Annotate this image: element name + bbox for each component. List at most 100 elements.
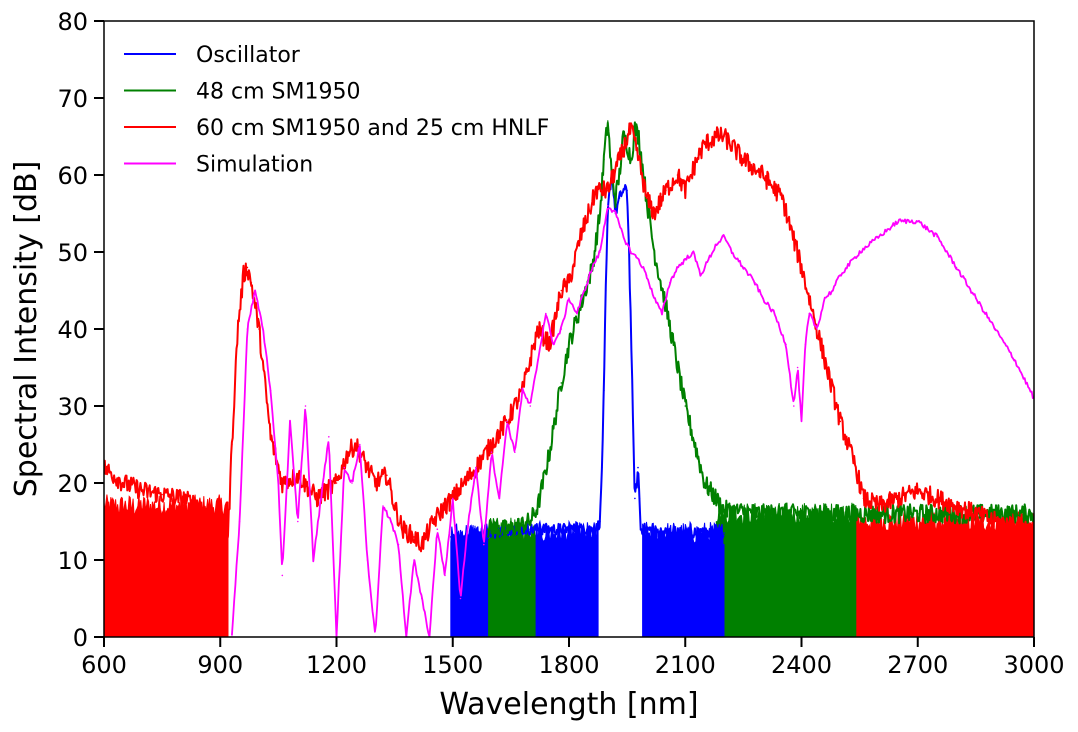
x-tick-label: 1800 bbox=[538, 651, 599, 679]
data-point bbox=[161, 493, 163, 496]
data-point bbox=[459, 597, 462, 600]
data-point bbox=[630, 158, 632, 161]
data-point bbox=[397, 543, 400, 546]
data-point bbox=[568, 343, 570, 346]
data-point bbox=[335, 482, 338, 484]
data-point bbox=[413, 559, 415, 561]
data-point bbox=[486, 528, 489, 530]
data-point bbox=[529, 528, 532, 530]
data-point bbox=[773, 312, 776, 315]
data-point bbox=[568, 282, 570, 284]
data-point bbox=[537, 359, 539, 361]
y-tick-label: 70 bbox=[57, 85, 88, 113]
x-tick-label: 1500 bbox=[422, 651, 483, 679]
x-tick-label: 2100 bbox=[655, 651, 716, 679]
data-point bbox=[800, 513, 803, 515]
data-point bbox=[444, 505, 446, 507]
data-point bbox=[483, 543, 485, 546]
data-point bbox=[936, 235, 938, 238]
data-point bbox=[529, 359, 532, 361]
data-point bbox=[641, 528, 644, 530]
data-point bbox=[529, 520, 532, 523]
data-point bbox=[548, 528, 551, 530]
data-point bbox=[366, 559, 369, 561]
legend-label: 60 cm SM1950 and 25 cm HNLF bbox=[196, 116, 549, 141]
data-point bbox=[452, 497, 454, 500]
series-line-3 bbox=[231, 207, 1034, 637]
data-point bbox=[723, 532, 725, 534]
y-tick-label: 0 bbox=[73, 624, 88, 652]
data-point bbox=[347, 451, 349, 454]
data-point bbox=[878, 513, 880, 515]
series-line-1 bbox=[486, 121, 1034, 539]
data-point bbox=[242, 274, 245, 276]
x-tick-label: 2400 bbox=[771, 651, 832, 679]
y-tick-label: 20 bbox=[57, 470, 88, 498]
data-point bbox=[262, 328, 264, 330]
x-tick-label: 2700 bbox=[887, 651, 948, 679]
data-point bbox=[742, 158, 745, 161]
data-point bbox=[463, 482, 466, 484]
data-point bbox=[490, 451, 493, 454]
data-point bbox=[142, 489, 144, 492]
data-point bbox=[269, 389, 272, 392]
data-point bbox=[796, 366, 799, 369]
data-point bbox=[382, 505, 384, 507]
data-point bbox=[548, 343, 551, 346]
data-point bbox=[878, 505, 880, 507]
data-point bbox=[618, 197, 621, 199]
data-point bbox=[560, 328, 563, 330]
data-point bbox=[684, 258, 687, 261]
x-tick-label: 3000 bbox=[1003, 651, 1064, 679]
data-point bbox=[537, 505, 539, 507]
data-point bbox=[855, 466, 857, 469]
data-point bbox=[696, 158, 698, 161]
data-point bbox=[297, 474, 299, 477]
data-point bbox=[607, 189, 609, 192]
data-point bbox=[785, 343, 787, 346]
data-point bbox=[444, 574, 446, 577]
data-point bbox=[250, 282, 253, 284]
data-point bbox=[622, 189, 625, 192]
data-point bbox=[917, 489, 919, 492]
data-point bbox=[994, 328, 997, 330]
data-point bbox=[645, 197, 648, 199]
data-point bbox=[374, 482, 377, 484]
data-point bbox=[548, 451, 551, 454]
data-point bbox=[723, 509, 725, 511]
data-point bbox=[599, 251, 601, 253]
data-point bbox=[529, 405, 532, 407]
data-point bbox=[386, 474, 388, 477]
data-point bbox=[723, 235, 725, 238]
data-point bbox=[583, 289, 586, 292]
data-point bbox=[897, 220, 900, 222]
data-point bbox=[328, 436, 330, 438]
data-point bbox=[351, 482, 353, 484]
data-point bbox=[599, 212, 601, 215]
data-point bbox=[676, 174, 679, 176]
plot-area bbox=[104, 120, 1034, 637]
data-point bbox=[653, 251, 656, 253]
data-point bbox=[653, 212, 656, 215]
x-tick-label: 600 bbox=[81, 651, 127, 679]
noise-floor-green-right bbox=[715, 502, 857, 637]
data-point bbox=[700, 274, 702, 276]
data-point bbox=[637, 466, 639, 469]
data-point bbox=[122, 482, 125, 484]
data-point bbox=[595, 528, 597, 530]
data-point bbox=[634, 128, 636, 130]
data-point bbox=[281, 574, 284, 577]
data-point bbox=[304, 405, 307, 407]
data-point bbox=[831, 289, 834, 292]
data-point bbox=[401, 528, 404, 530]
data-point bbox=[459, 536, 462, 538]
data-point bbox=[320, 497, 322, 500]
series-points-2 bbox=[104, 128, 1034, 546]
data-point bbox=[800, 420, 803, 423]
data-point bbox=[816, 328, 818, 330]
legend-label: Simulation bbox=[196, 153, 313, 178]
data-point bbox=[665, 189, 667, 192]
data-point bbox=[238, 520, 241, 523]
data-point bbox=[281, 482, 284, 484]
